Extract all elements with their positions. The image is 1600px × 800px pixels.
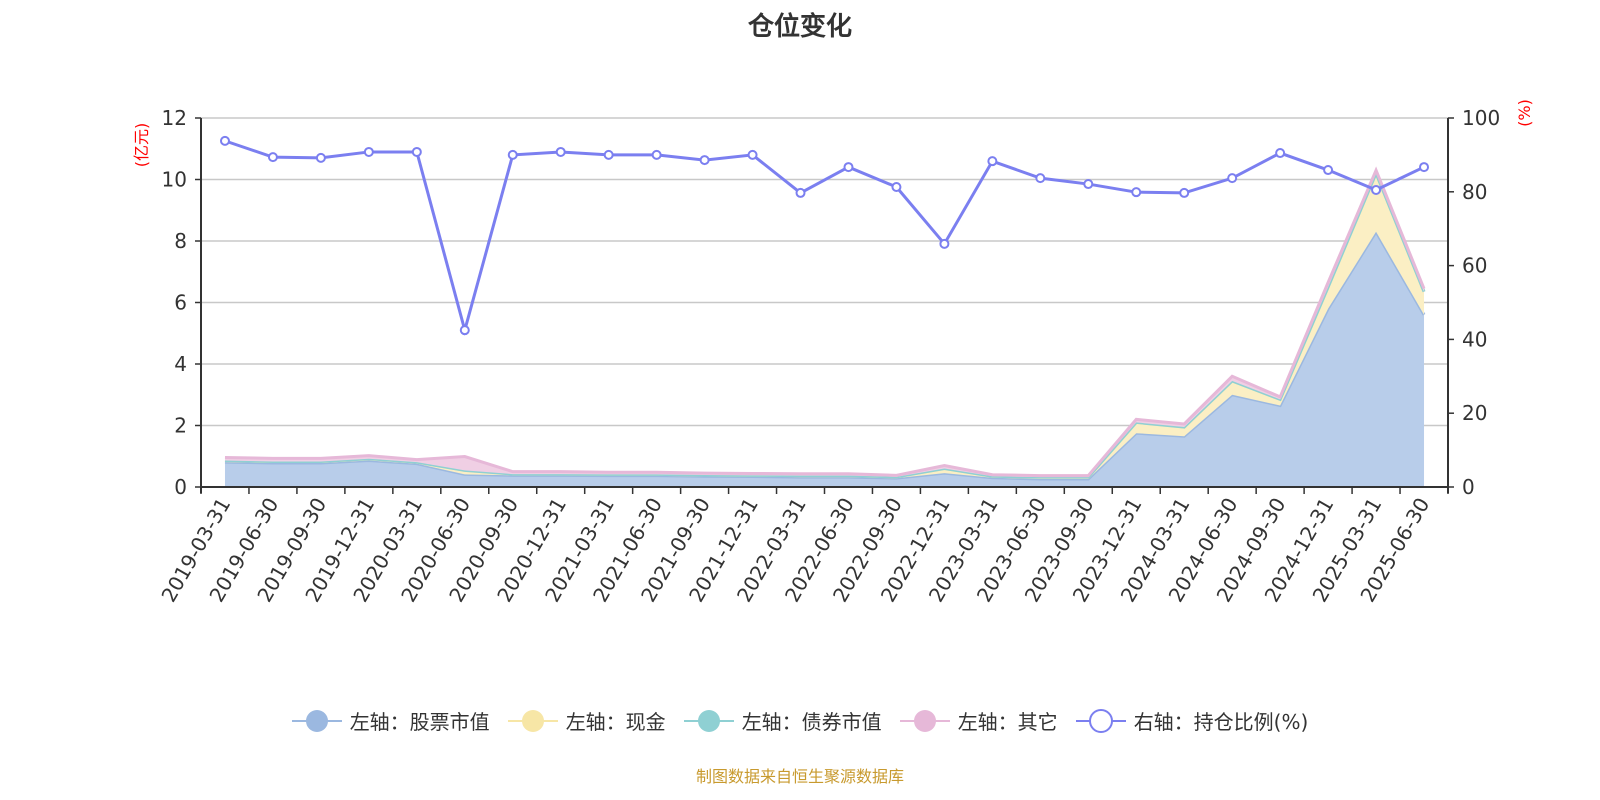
legend-label: 左轴：其它	[957, 710, 1058, 734]
right-tick-label: 80	[1462, 180, 1487, 204]
ratio-point	[795, 187, 806, 198]
area-左轴：股票市值	[224, 231, 1425, 487]
ratio-point	[1131, 187, 1142, 198]
right-tick-label: 20	[1462, 401, 1487, 425]
area-line-左轴：其它	[224, 166, 1426, 478]
ratio-point	[1275, 148, 1286, 159]
ratio-point	[1371, 184, 1382, 195]
legend-marker-icon	[291, 709, 342, 732]
ratio-point	[1083, 179, 1094, 190]
ratio-point	[1227, 173, 1238, 184]
right-axis-label: (%)	[1515, 99, 1534, 127]
ratio-point	[363, 146, 374, 157]
legend-item[interactable]: 左轴：现金	[507, 706, 666, 735]
legend-label: 左轴：现金	[565, 710, 666, 734]
ratio-point	[747, 149, 758, 160]
ratio-point	[651, 149, 662, 160]
ratio-point	[1323, 165, 1334, 176]
legend-marker-icon	[1075, 708, 1126, 733]
left-tick-label: 12	[162, 106, 187, 130]
footer-source: 制图数据来自恒生聚源数据库	[695, 767, 904, 786]
legend: 左轴：股票市值 左轴：现金 左轴：债券市值 左轴：其它 右轴：持仓比例(%)	[0, 706, 1600, 735]
right-tick-label: 0	[1462, 475, 1475, 499]
ratio-point	[315, 152, 326, 163]
legend-label: 左轴：债券市值	[741, 710, 882, 734]
left-tick-label: 8	[174, 229, 187, 253]
legend-item[interactable]: 左轴：债券市值	[683, 706, 882, 735]
ratio-point	[1179, 187, 1190, 198]
ratio-point	[1035, 173, 1046, 184]
legend-item[interactable]: 右轴：持仓比例(%)	[1075, 706, 1309, 735]
ratio-point	[219, 135, 230, 146]
legend-label: 右轴：持仓比例(%)	[1133, 710, 1309, 734]
ratio-point	[1419, 162, 1430, 173]
left-tick-label: 4	[174, 352, 187, 376]
right-tick-label: 100	[1462, 106, 1500, 130]
right-tick-label: 40	[1462, 327, 1487, 351]
ratio-point	[939, 238, 950, 249]
ratio-point	[603, 149, 614, 160]
ratio-point	[891, 182, 902, 193]
ratio-point	[699, 155, 710, 166]
ratio-point	[459, 325, 470, 336]
ratio-point	[555, 146, 566, 157]
legend-item[interactable]: 左轴：其它	[899, 706, 1058, 735]
ratio-point	[507, 149, 518, 160]
left-tick-label: 10	[162, 168, 187, 192]
left-tick-label: 2	[174, 414, 187, 438]
ratio-point	[987, 156, 998, 167]
right-tick-label: 60	[1462, 254, 1487, 278]
ratio-point	[267, 152, 278, 163]
ratio-point	[411, 146, 422, 157]
legend-marker-icon	[899, 709, 950, 732]
chart-title: 仓位变化	[747, 12, 852, 42]
ratio-line	[224, 139, 1425, 336]
legend-marker-icon	[683, 709, 734, 732]
left-tick-label: 0	[174, 475, 187, 499]
ratio-point	[843, 162, 854, 173]
legend-item[interactable]: 左轴：股票市值	[291, 706, 490, 735]
legend-label: 左轴：股票市值	[349, 710, 490, 734]
left-axis-label: (亿元)	[132, 123, 151, 168]
left-tick-label: 6	[174, 291, 187, 315]
legend-marker-icon	[507, 709, 558, 732]
